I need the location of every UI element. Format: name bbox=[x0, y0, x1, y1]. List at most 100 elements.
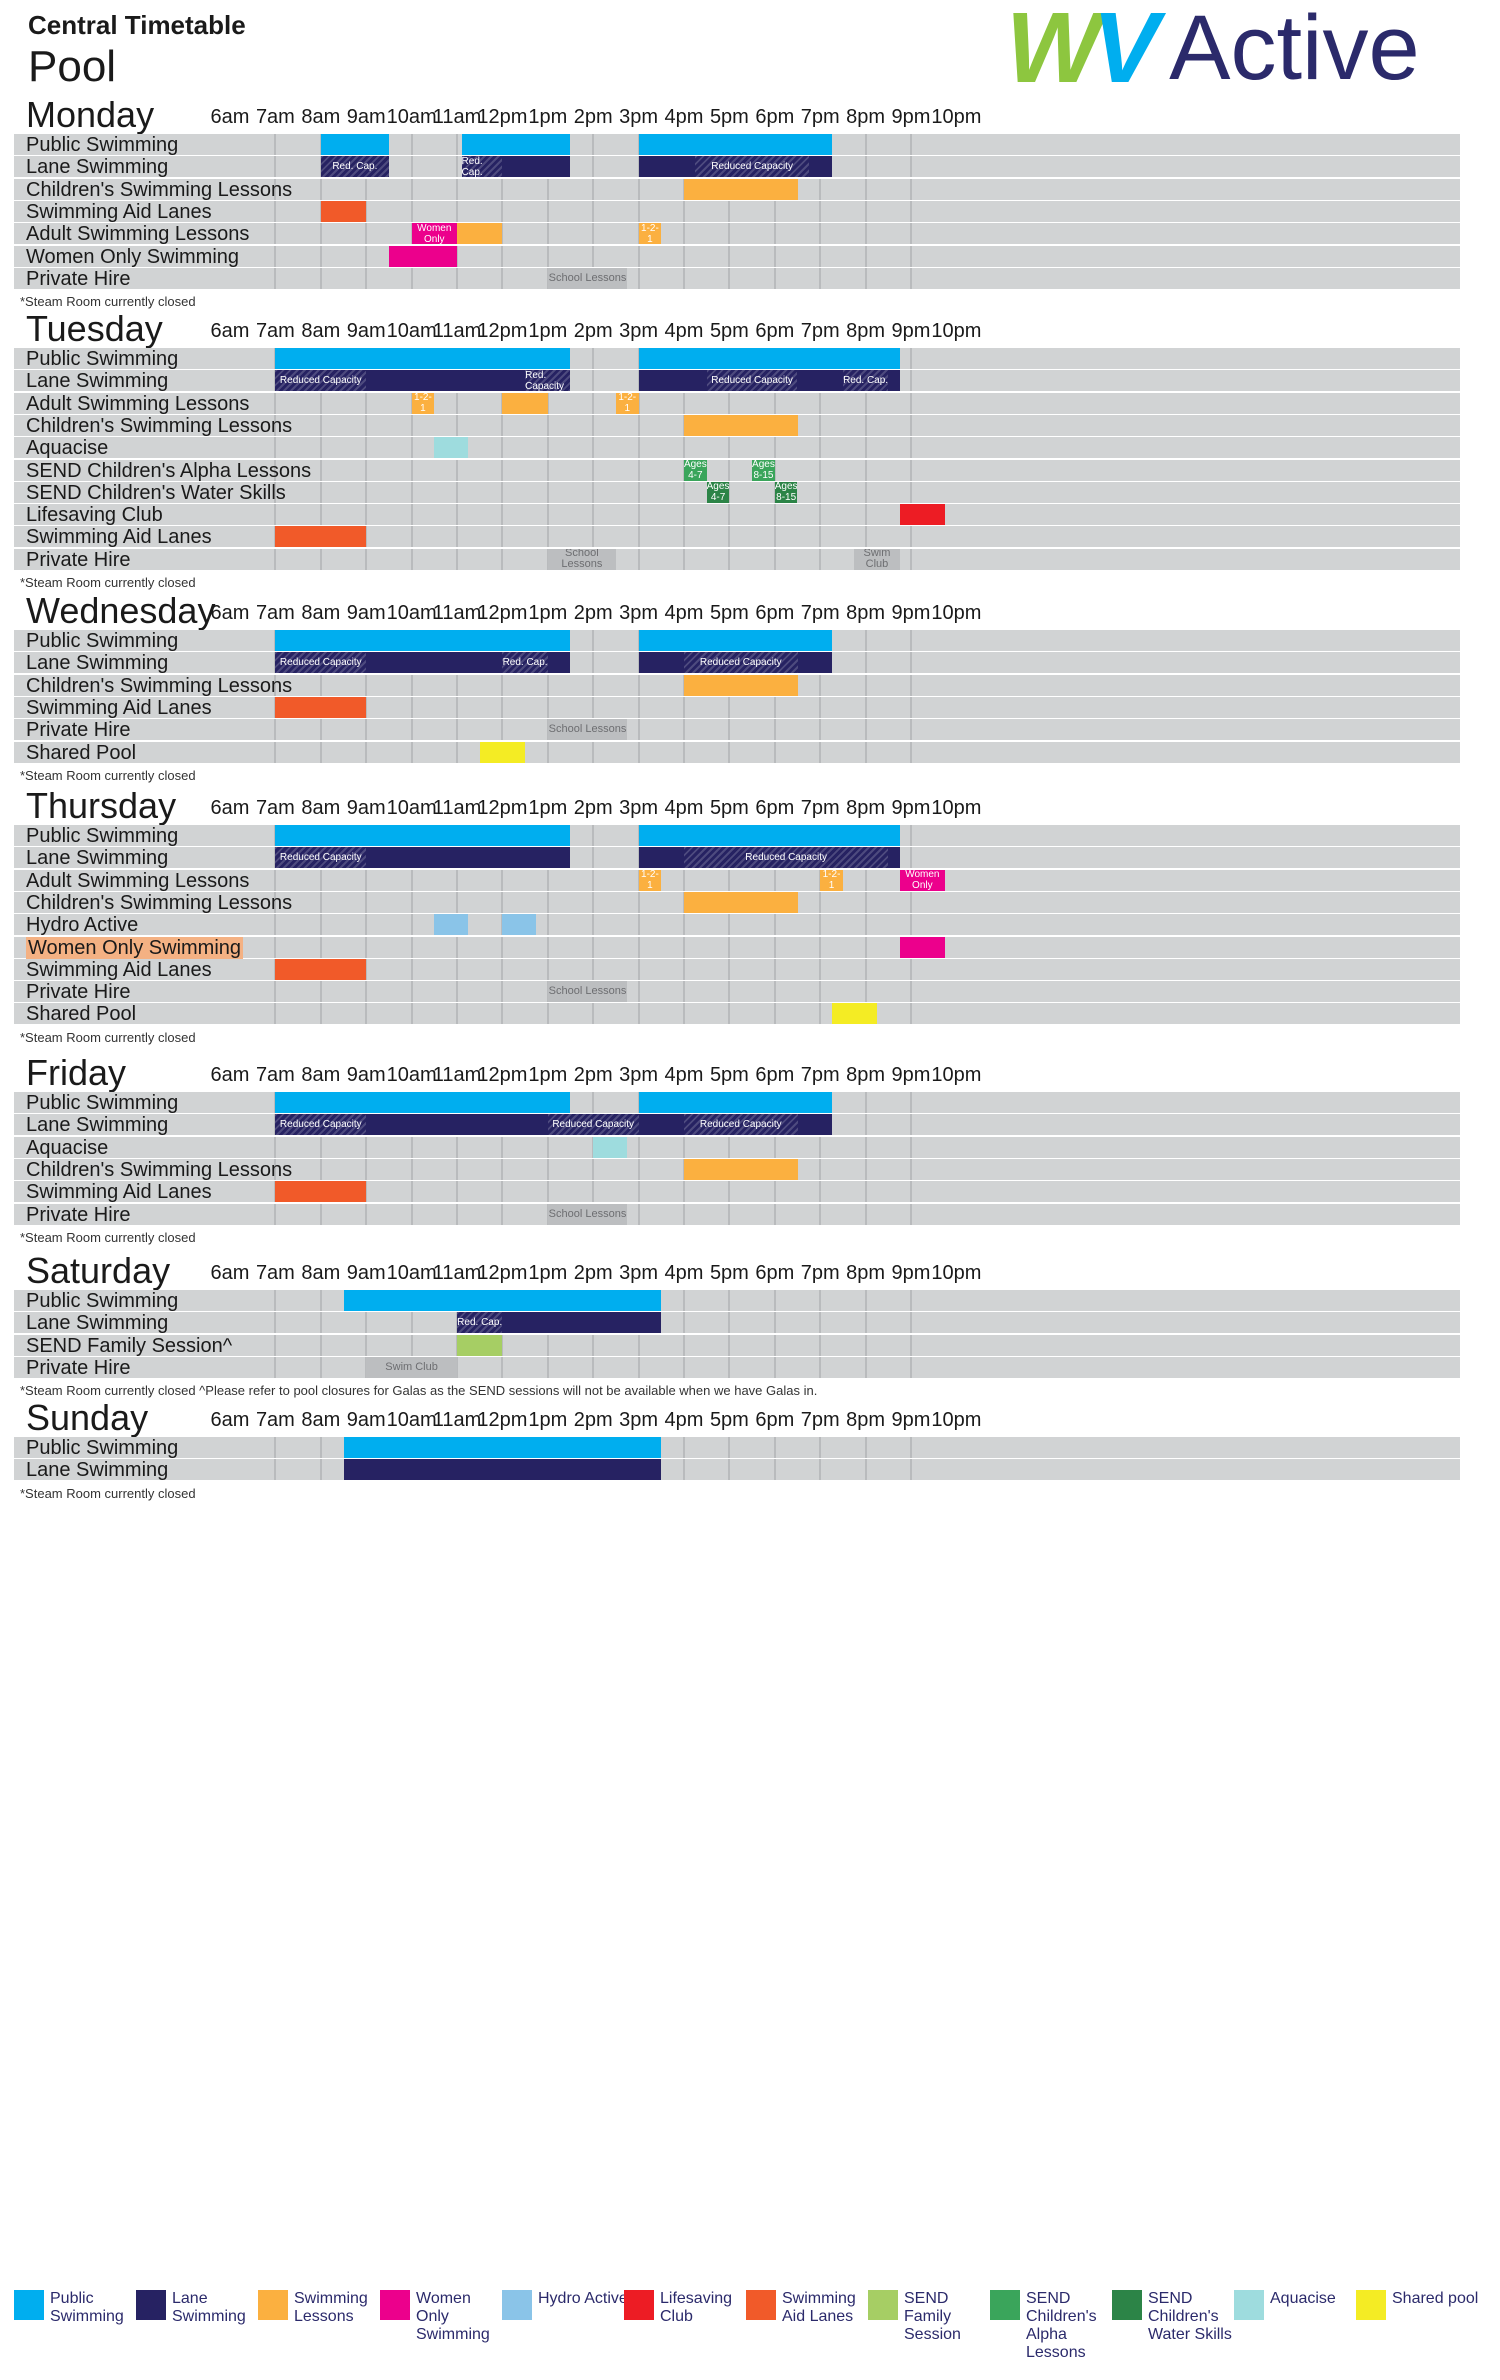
session-block-lessons[interactable]: 1-2-1 bbox=[615, 392, 639, 414]
session-block-public[interactable] bbox=[343, 1290, 662, 1311]
session-block-lane[interactable] bbox=[275, 370, 571, 392]
session-block-public[interactable] bbox=[275, 825, 571, 846]
session-block-aid[interactable] bbox=[320, 200, 367, 222]
session-block-lessons[interactable] bbox=[457, 223, 503, 245]
hour-gridline bbox=[592, 630, 595, 651]
hour-gridline bbox=[910, 914, 912, 936]
row-label: Private Hire bbox=[26, 267, 131, 290]
session-block-lessons[interactable]: 1-2-1 bbox=[638, 869, 662, 891]
legend-swatch bbox=[990, 2290, 1020, 2320]
hour-gridline bbox=[319, 392, 322, 414]
hour-gridline bbox=[456, 414, 458, 436]
hour-gridline bbox=[728, 481, 731, 503]
hour-gridline bbox=[592, 245, 595, 267]
session-block-lessons[interactable] bbox=[684, 178, 798, 200]
hour-gridline bbox=[910, 891, 912, 913]
hour-gridline bbox=[274, 1437, 277, 1458]
session-block-public[interactable] bbox=[638, 134, 832, 155]
session-block-public[interactable] bbox=[343, 1437, 662, 1458]
session-block-lane[interactable] bbox=[638, 652, 832, 674]
session-block-alpha[interactable]: Ages 8-15 bbox=[752, 459, 775, 481]
session-block-shared[interactable] bbox=[479, 741, 526, 763]
hour-gridline bbox=[501, 437, 504, 459]
session-block-aquacise[interactable] bbox=[434, 437, 469, 459]
schedule-row-lane-swimming: Lane Swimming Reduced Capacity Red. Capaci… bbox=[14, 370, 1460, 392]
session-block-lane[interactable] bbox=[275, 1114, 832, 1136]
session-block-public[interactable] bbox=[638, 630, 832, 651]
session-block-lane[interactable] bbox=[461, 156, 571, 178]
session-block-lane[interactable] bbox=[343, 1459, 662, 1481]
hour-gridline bbox=[637, 1334, 640, 1356]
hour-gridline bbox=[637, 891, 640, 913]
session-block-water[interactable]: Ages 8-15 bbox=[774, 481, 798, 503]
session-block-aid[interactable] bbox=[275, 526, 367, 548]
session-block-alpha[interactable]: Ages 4-7 bbox=[684, 459, 707, 481]
session-block-women[interactable]: Women Only bbox=[899, 869, 946, 891]
session-block-water[interactable]: Ages 4-7 bbox=[706, 481, 730, 503]
session-block-lane[interactable] bbox=[457, 1312, 662, 1334]
hour-gridline bbox=[864, 741, 867, 763]
hour-gridline bbox=[592, 674, 595, 696]
session-block-hydro[interactable] bbox=[434, 914, 469, 936]
hour-gridline bbox=[683, 526, 685, 548]
schedule-row-send-family-session: SEND Family Session^ bbox=[14, 1334, 1460, 1357]
hour-gridline bbox=[637, 459, 640, 481]
session-block-lane[interactable] bbox=[275, 652, 571, 674]
session-block-lessons[interactable] bbox=[684, 674, 798, 696]
hour-gridline bbox=[274, 1334, 277, 1356]
session-block-private[interactable]: School Lessons bbox=[547, 1203, 628, 1225]
session-block-shared[interactable] bbox=[831, 1003, 877, 1025]
session-block-public[interactable] bbox=[275, 630, 571, 651]
hour-gridline bbox=[501, 869, 504, 891]
hour-label: 1pm bbox=[528, 1064, 568, 1086]
hour-gridline bbox=[592, 847, 595, 869]
session-block-lane[interactable] bbox=[638, 156, 832, 178]
session-block-public[interactable] bbox=[638, 1092, 832, 1113]
hour-gridline bbox=[819, 267, 822, 289]
session-block-lessons[interactable]: 1-2-1 bbox=[638, 223, 662, 245]
session-block-private[interactable]: School Lessons bbox=[547, 267, 628, 289]
session-block-lane[interactable] bbox=[638, 847, 900, 869]
session-block-aid[interactable] bbox=[275, 958, 367, 980]
session-block-send_family[interactable] bbox=[457, 1334, 503, 1356]
session-block-private[interactable]: Swim Club bbox=[366, 1356, 457, 1378]
session-block-lessons[interactable] bbox=[502, 392, 548, 414]
session-block-women[interactable] bbox=[899, 936, 946, 958]
hour-gridline bbox=[319, 504, 322, 526]
session-block-private[interactable]: School Lessons bbox=[547, 981, 628, 1003]
session-block-lane[interactable] bbox=[638, 370, 900, 392]
session-block-public[interactable] bbox=[638, 825, 900, 846]
session-block-women[interactable] bbox=[388, 245, 457, 267]
session-block-private[interactable]: Swim Club bbox=[854, 548, 900, 570]
hour-gridline bbox=[410, 914, 413, 936]
hour-gridline bbox=[683, 1437, 685, 1458]
legend-swatch bbox=[624, 2290, 654, 2320]
session-block-public[interactable] bbox=[320, 134, 389, 155]
hour-gridline bbox=[592, 891, 595, 913]
session-block-aid[interactable] bbox=[275, 1181, 367, 1203]
session-block-lessons[interactable] bbox=[684, 1158, 798, 1180]
schedule-row-private-hire: Private Hire Swim Club bbox=[14, 1356, 1460, 1379]
hour-gridline bbox=[274, 1312, 277, 1334]
session-block-aquacise[interactable] bbox=[593, 1136, 628, 1158]
hour-gridline bbox=[819, 178, 822, 200]
hour-label: 2pm bbox=[573, 1064, 613, 1086]
session-block-hydro[interactable] bbox=[502, 914, 537, 936]
hour-gridline bbox=[683, 981, 685, 1003]
session-block-public[interactable] bbox=[275, 348, 571, 369]
session-block-aid[interactable] bbox=[275, 696, 367, 718]
session-block-lessons[interactable]: 1-2-1 bbox=[820, 869, 843, 891]
session-block-public[interactable] bbox=[638, 348, 900, 369]
session-block-public[interactable] bbox=[275, 1092, 571, 1113]
hour-label: 8pm bbox=[846, 1409, 886, 1431]
session-block-lane[interactable] bbox=[320, 156, 389, 178]
session-block-lane[interactable] bbox=[275, 847, 571, 869]
session-block-lessons[interactable] bbox=[684, 414, 798, 436]
session-block-women[interactable]: Women Only bbox=[411, 223, 457, 245]
session-block-private[interactable]: School Lessons bbox=[547, 548, 616, 570]
session-block-lessons[interactable]: 1-2-1 bbox=[411, 392, 435, 414]
session-block-public[interactable] bbox=[461, 134, 571, 155]
session-block-lessons[interactable] bbox=[684, 891, 798, 913]
session-block-lifesaving[interactable] bbox=[899, 504, 946, 526]
session-block-private[interactable]: School Lessons bbox=[547, 719, 628, 741]
